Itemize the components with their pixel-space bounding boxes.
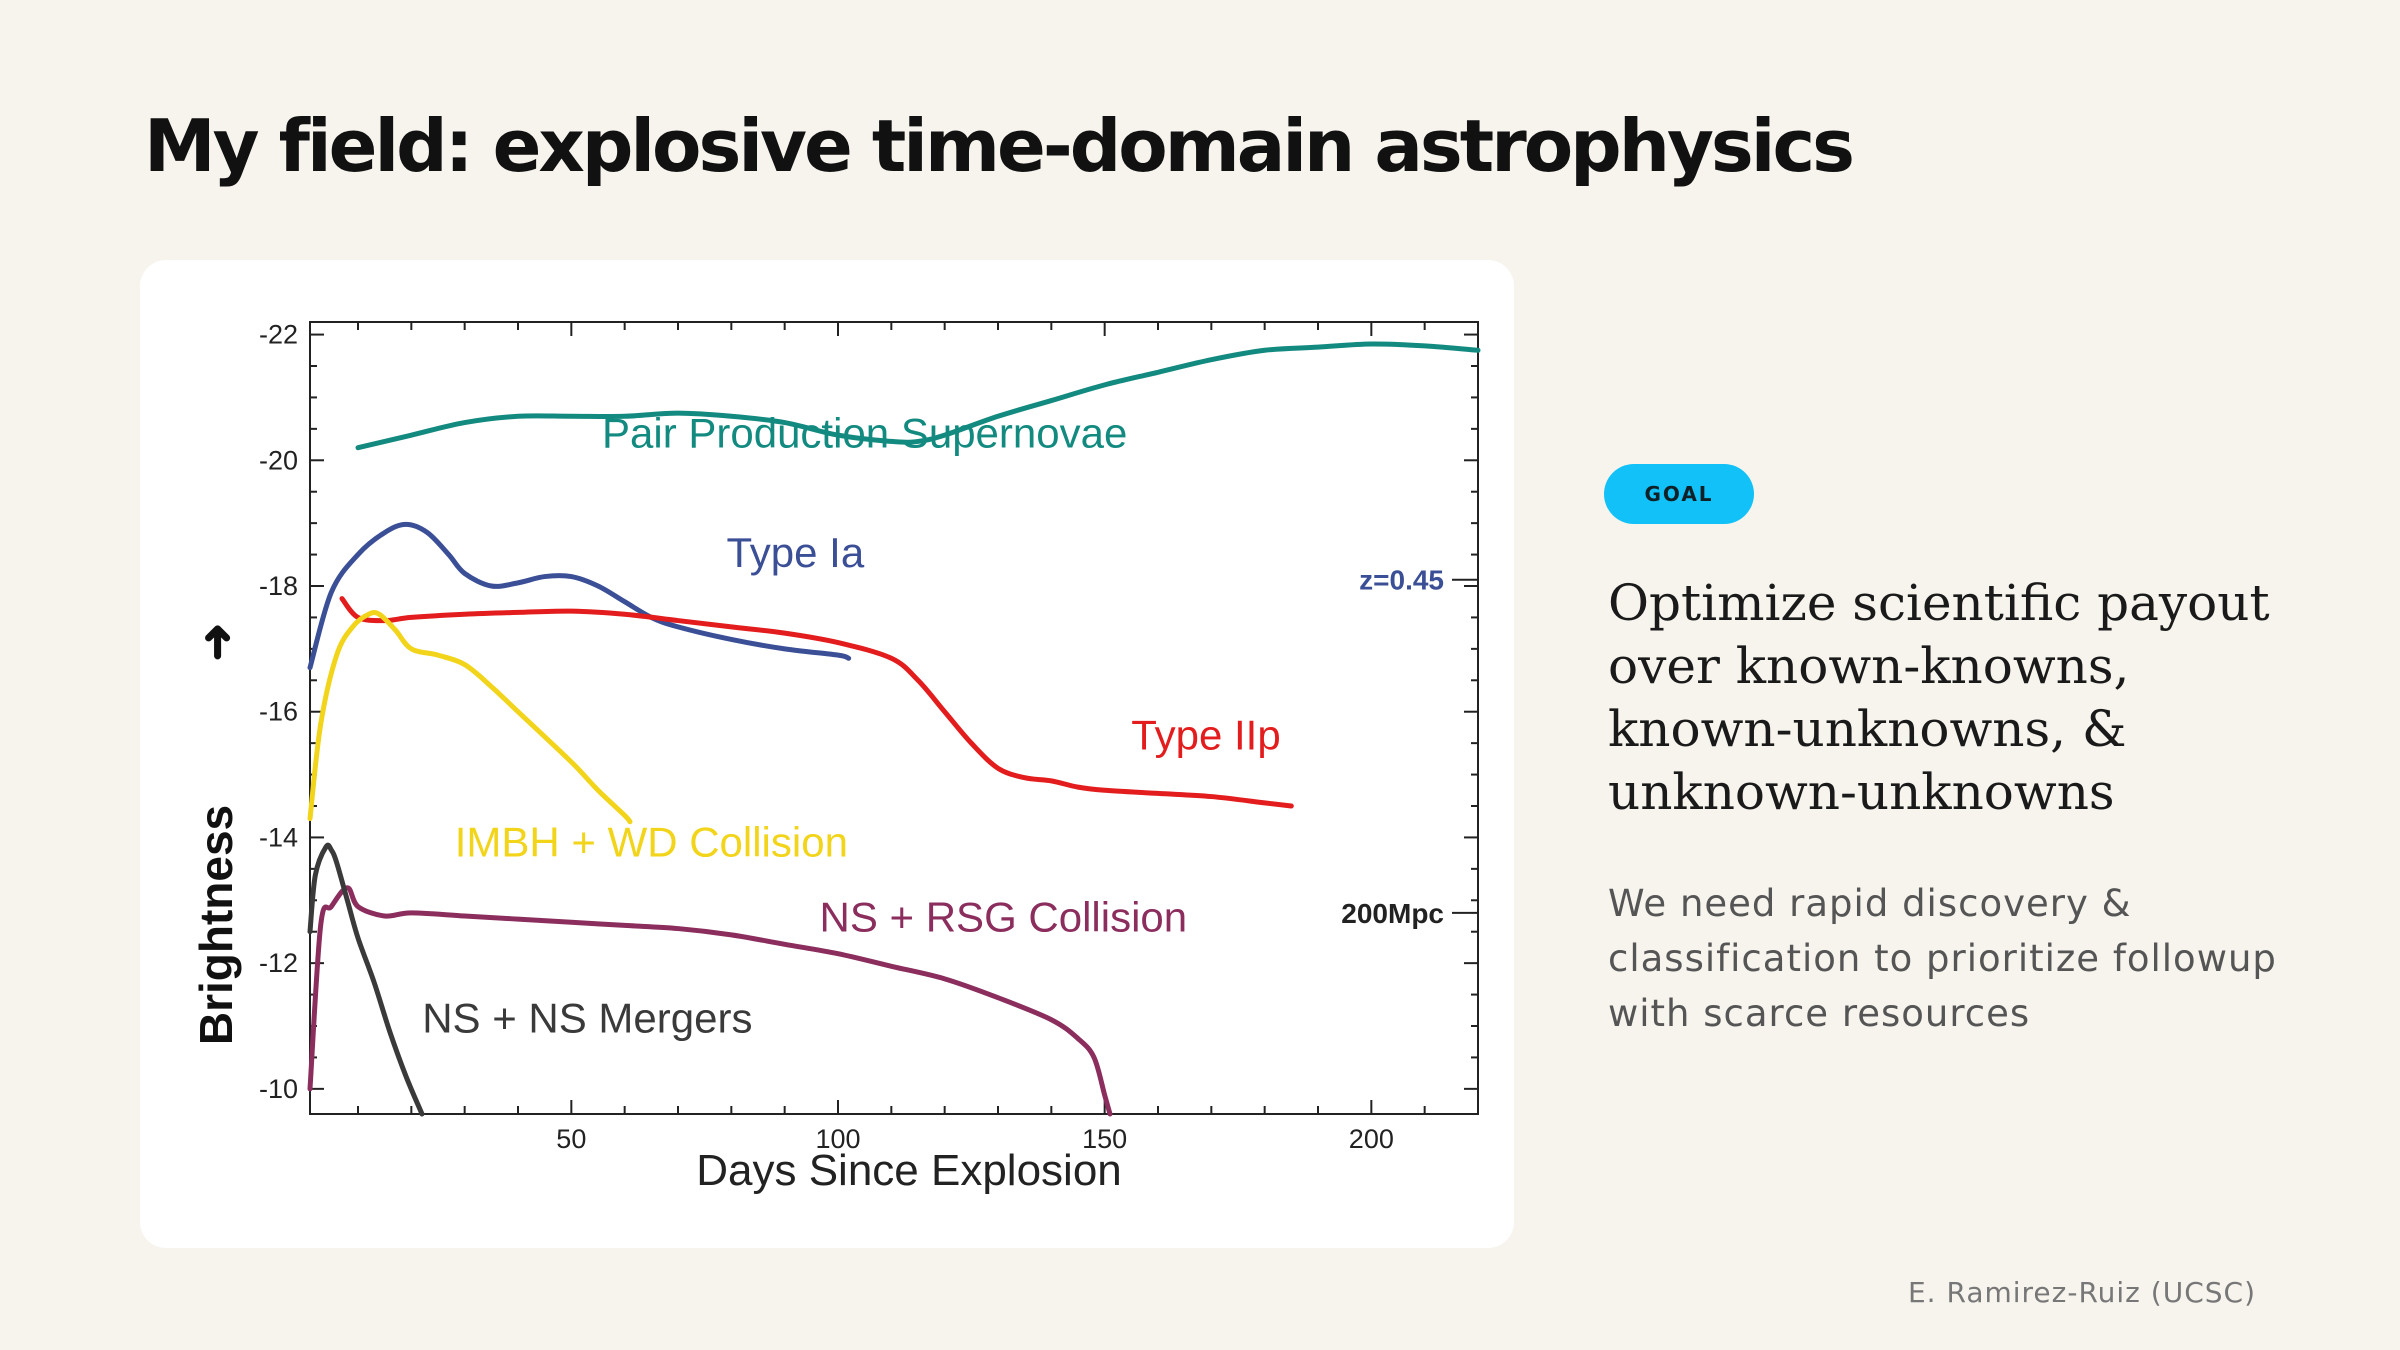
series-line-ns-ns-mergers — [307, 842, 425, 1117]
series-line-imbh-wd-collision — [307, 610, 633, 825]
series-label-pair-production-supernovae: Pair Production Supernovae — [602, 410, 1127, 457]
x-tick-label: 200 — [1349, 1124, 1394, 1154]
goal-headline: Optimize scientific payout over known-kn… — [1608, 574, 2270, 821]
series-label-ns-rsg-collision: NS + RSG Collision — [820, 894, 1188, 941]
slide-title: My field: explosive time-domain astrophy… — [144, 104, 1855, 188]
series-label-type-iip: Type IIp — [1131, 711, 1280, 758]
image-credit: E. Ramirez-Ruiz (UCSC) — [1907, 1276, 2256, 1309]
light-curve-chart: 50 100 150 200 -22 -20 -18 -16 -14 -12 -10 z=0.45 20… — [190, 320, 1481, 1195]
series-line-pair-production-supernovae — [355, 341, 1481, 451]
x-axis-title: Days Since Explosion — [696, 1146, 1122, 1195]
reference-label: 200Mpc — [1341, 898, 1444, 929]
series-line-ns-rsg-collision — [307, 885, 1113, 1117]
y-tick-label: -12 — [259, 948, 298, 978]
x-tick-label: 100 — [815, 1124, 860, 1154]
y-axis-arrow-icon: ➜ — [190, 623, 242, 662]
y-tick-label: -16 — [259, 697, 298, 727]
y-tick-label: -20 — [259, 445, 298, 475]
y-axis-title: Brightness — [190, 805, 242, 1045]
series-label-imbh-wd-collision: IMBH + WD Collision — [455, 818, 848, 865]
x-tick-label: 50 — [556, 1124, 586, 1154]
chart-card: 50 100 150 200 -22 -20 -18 -16 -14 -12 -10 z=0.45 20… — [140, 260, 1514, 1248]
x-tick-label: 150 — [1082, 1124, 1127, 1154]
series-line-type-iip — [339, 596, 1294, 809]
y-tick-label: -10 — [259, 1074, 298, 1104]
series-label-ns-ns-mergers: NS + NS Mergers — [422, 994, 752, 1041]
goal-badge: GOAL — [1604, 464, 1754, 524]
reference-label: z=0.45 — [1359, 565, 1444, 596]
y-tick-label: -14 — [259, 822, 298, 852]
y-tick-label: -18 — [259, 571, 298, 601]
goal-description: We need rapid discovery & classification… — [1608, 882, 2277, 1035]
series-line-type-ia — [307, 521, 852, 671]
series-label-type-ia: Type Ia — [726, 529, 864, 576]
plot-frame — [309, 321, 1479, 1115]
y-tick-label: -22 — [259, 320, 298, 350]
